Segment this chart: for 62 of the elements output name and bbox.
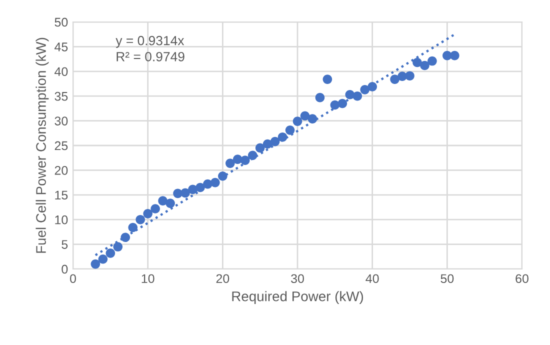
point: [240, 156, 250, 165]
point: [180, 188, 190, 198]
x-axis-title: Required Power (kW): [232, 291, 364, 304]
point: [106, 248, 116, 258]
annotation: y = 0.9314x: [116, 36, 184, 48]
y-axis-title: Fuel Cell Power Consumption (kW): [36, 38, 49, 253]
x-tick-label: 60: [516, 274, 528, 284]
point: [188, 184, 198, 194]
y-tick-label: 35: [54, 92, 68, 101]
point: [196, 182, 205, 192]
point: [428, 56, 437, 66]
point: [360, 85, 370, 94]
x-tick-label: 40: [366, 274, 379, 284]
point: [338, 98, 348, 108]
x-tick-label: 10: [142, 274, 154, 284]
point: [248, 150, 258, 160]
point: [136, 214, 146, 224]
point: [128, 222, 138, 232]
point: [292, 116, 302, 126]
y-tick-label: 25: [54, 141, 68, 150]
y-tick-label: 15: [55, 190, 68, 200]
x-tick-label: 50: [440, 274, 454, 284]
x-tick-label: 30: [291, 274, 304, 284]
annotation: R² = 0.9749: [116, 52, 184, 62]
point: [405, 71, 414, 81]
point: [420, 60, 430, 70]
y-tick-label: 20: [54, 166, 68, 175]
point: [315, 92, 325, 102]
y-tick-label: 10: [55, 215, 68, 224]
point: [218, 171, 228, 181]
point: [150, 204, 160, 214]
point: [285, 126, 295, 135]
point: [262, 139, 272, 149]
y-tick-label: 0: [62, 264, 68, 274]
point: [120, 232, 130, 242]
point: [308, 114, 318, 124]
point: [270, 136, 280, 146]
point: [390, 74, 400, 84]
y-tick-label: 30: [54, 116, 68, 126]
point: [166, 198, 175, 208]
point: [143, 209, 152, 218]
point: [368, 82, 377, 92]
y-tick-label: 45: [54, 42, 68, 52]
point: [203, 179, 212, 189]
point: [90, 259, 100, 269]
point: [158, 196, 168, 206]
point: [255, 143, 265, 153]
point: [300, 111, 310, 121]
y-tick-label: 5: [62, 240, 68, 249]
y-tick-label: 40: [54, 67, 68, 76]
x-tick-label: 20: [216, 274, 230, 284]
point: [98, 254, 108, 264]
point: [412, 58, 422, 68]
point: [450, 50, 460, 60]
point: [352, 91, 362, 101]
x-tick-label: 0: [70, 274, 76, 284]
y-tick-label: 50: [54, 18, 68, 27]
point: [278, 132, 288, 142]
point: [225, 158, 235, 168]
point: [113, 242, 123, 252]
point: [322, 74, 332, 84]
point: [210, 178, 220, 188]
